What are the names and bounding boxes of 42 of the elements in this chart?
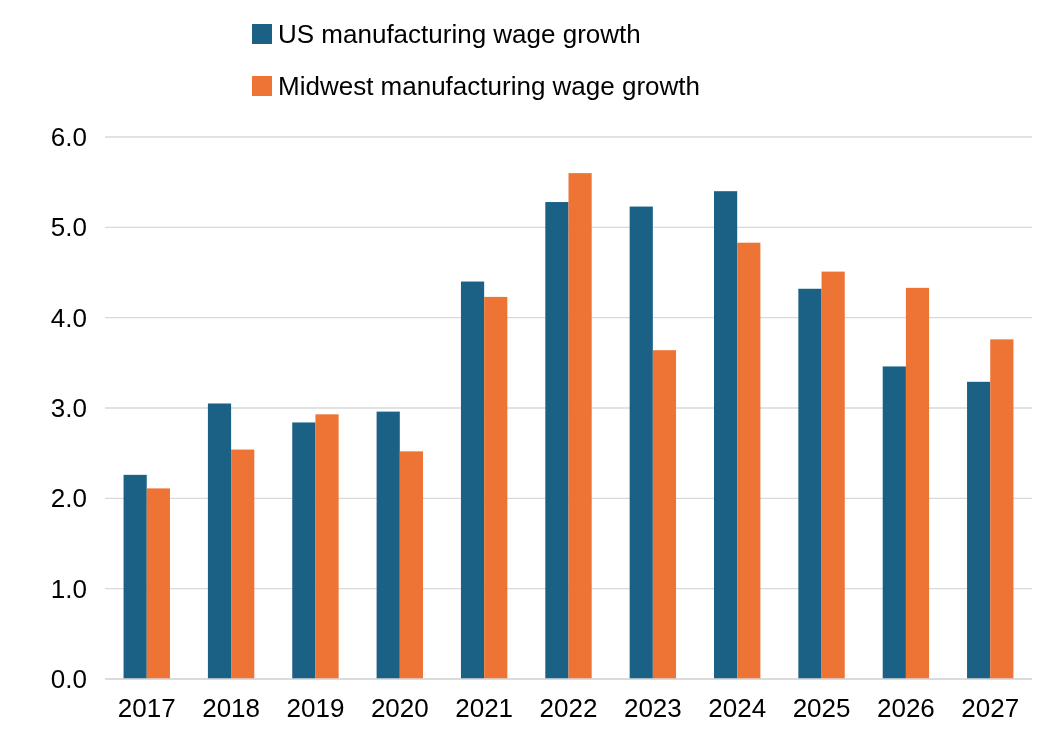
x-tick-label: 2018 xyxy=(202,693,261,723)
x-tick-label: 2017 xyxy=(117,693,176,723)
bar xyxy=(882,366,906,679)
bar xyxy=(292,422,316,679)
bar xyxy=(821,271,845,679)
bar xyxy=(714,191,738,679)
bar xyxy=(905,287,930,679)
x-tick-label: 2027 xyxy=(961,693,1020,723)
y-tick-label: 5.0 xyxy=(50,212,87,243)
bar xyxy=(460,281,485,679)
y-tick-label: 3.0 xyxy=(50,393,87,424)
x-tick-label: 2021 xyxy=(455,693,514,723)
bar xyxy=(652,350,677,679)
bar xyxy=(798,288,822,679)
bar xyxy=(315,414,339,679)
bar xyxy=(207,403,232,679)
x-tick-label: 2023 xyxy=(623,693,682,723)
x-tick-label: 2022 xyxy=(539,693,598,723)
x-tick-label: 2019 xyxy=(286,693,345,723)
bar xyxy=(146,488,170,679)
bar xyxy=(484,296,508,679)
bar xyxy=(123,474,147,679)
bar xyxy=(231,449,255,679)
x-tick-label: 2026 xyxy=(876,693,935,723)
y-tick-label: 1.0 xyxy=(50,573,87,604)
bar xyxy=(629,206,653,679)
bar xyxy=(399,451,423,679)
y-tick-label: 0.0 xyxy=(50,664,87,695)
y-tick-label: 2.0 xyxy=(50,483,87,514)
bar xyxy=(990,339,1014,679)
bar xyxy=(568,173,592,679)
bar xyxy=(737,242,761,679)
bar xyxy=(376,411,400,679)
x-tick-label: 2024 xyxy=(708,693,767,723)
x-tick-label: 2020 xyxy=(370,693,429,723)
bar xyxy=(967,381,991,679)
legend-label: Midwest manufacturing wage growth xyxy=(278,71,700,102)
y-tick-label: 6.0 xyxy=(50,122,87,153)
y-tick-label: 4.0 xyxy=(50,302,87,333)
legend-label: US manufacturing wage growth xyxy=(278,19,641,50)
x-tick-label: 2025 xyxy=(792,693,851,723)
bar xyxy=(545,202,569,679)
